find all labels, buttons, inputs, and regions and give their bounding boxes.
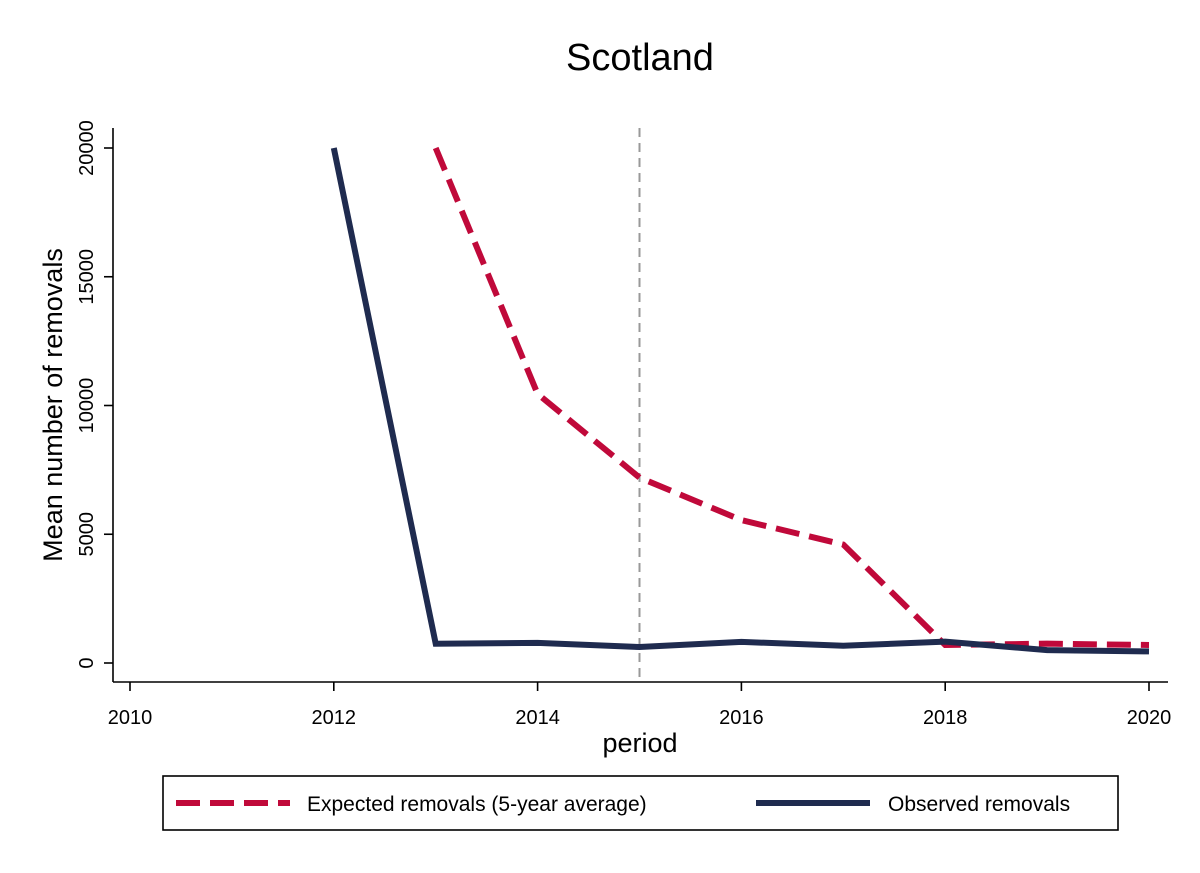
x-tick-label: 2018 [923, 707, 968, 729]
y-tick-label: 20000 [76, 120, 98, 176]
legend-box [162, 775, 1119, 831]
x-tick-label: 2014 [515, 707, 560, 729]
y-tick-label: 0 [76, 657, 98, 668]
series-line-expected [432, 146, 1150, 648]
x-axis-title: period [602, 728, 677, 758]
legend-label-expected: Expected removals (5-year average) [307, 793, 647, 816]
x-tick-label: 2016 [719, 707, 764, 729]
y-axis-title: Mean number of removals [38, 248, 68, 562]
x-tick-label: 2020 [1127, 707, 1172, 729]
series-line-observed [330, 147, 1150, 655]
x-tick-label: 2010 [108, 707, 153, 729]
y-tick-label: 15000 [76, 249, 98, 305]
legend: Expected removals (5-year average) Obser… [162, 775, 1119, 831]
y-tick-label: 10000 [76, 378, 98, 434]
chart-title: Scotland [566, 37, 714, 79]
x-tick-label: 2012 [312, 707, 357, 729]
legend-label-observed: Observed removals [888, 793, 1070, 816]
y-tick-label: 5000 [76, 512, 98, 557]
